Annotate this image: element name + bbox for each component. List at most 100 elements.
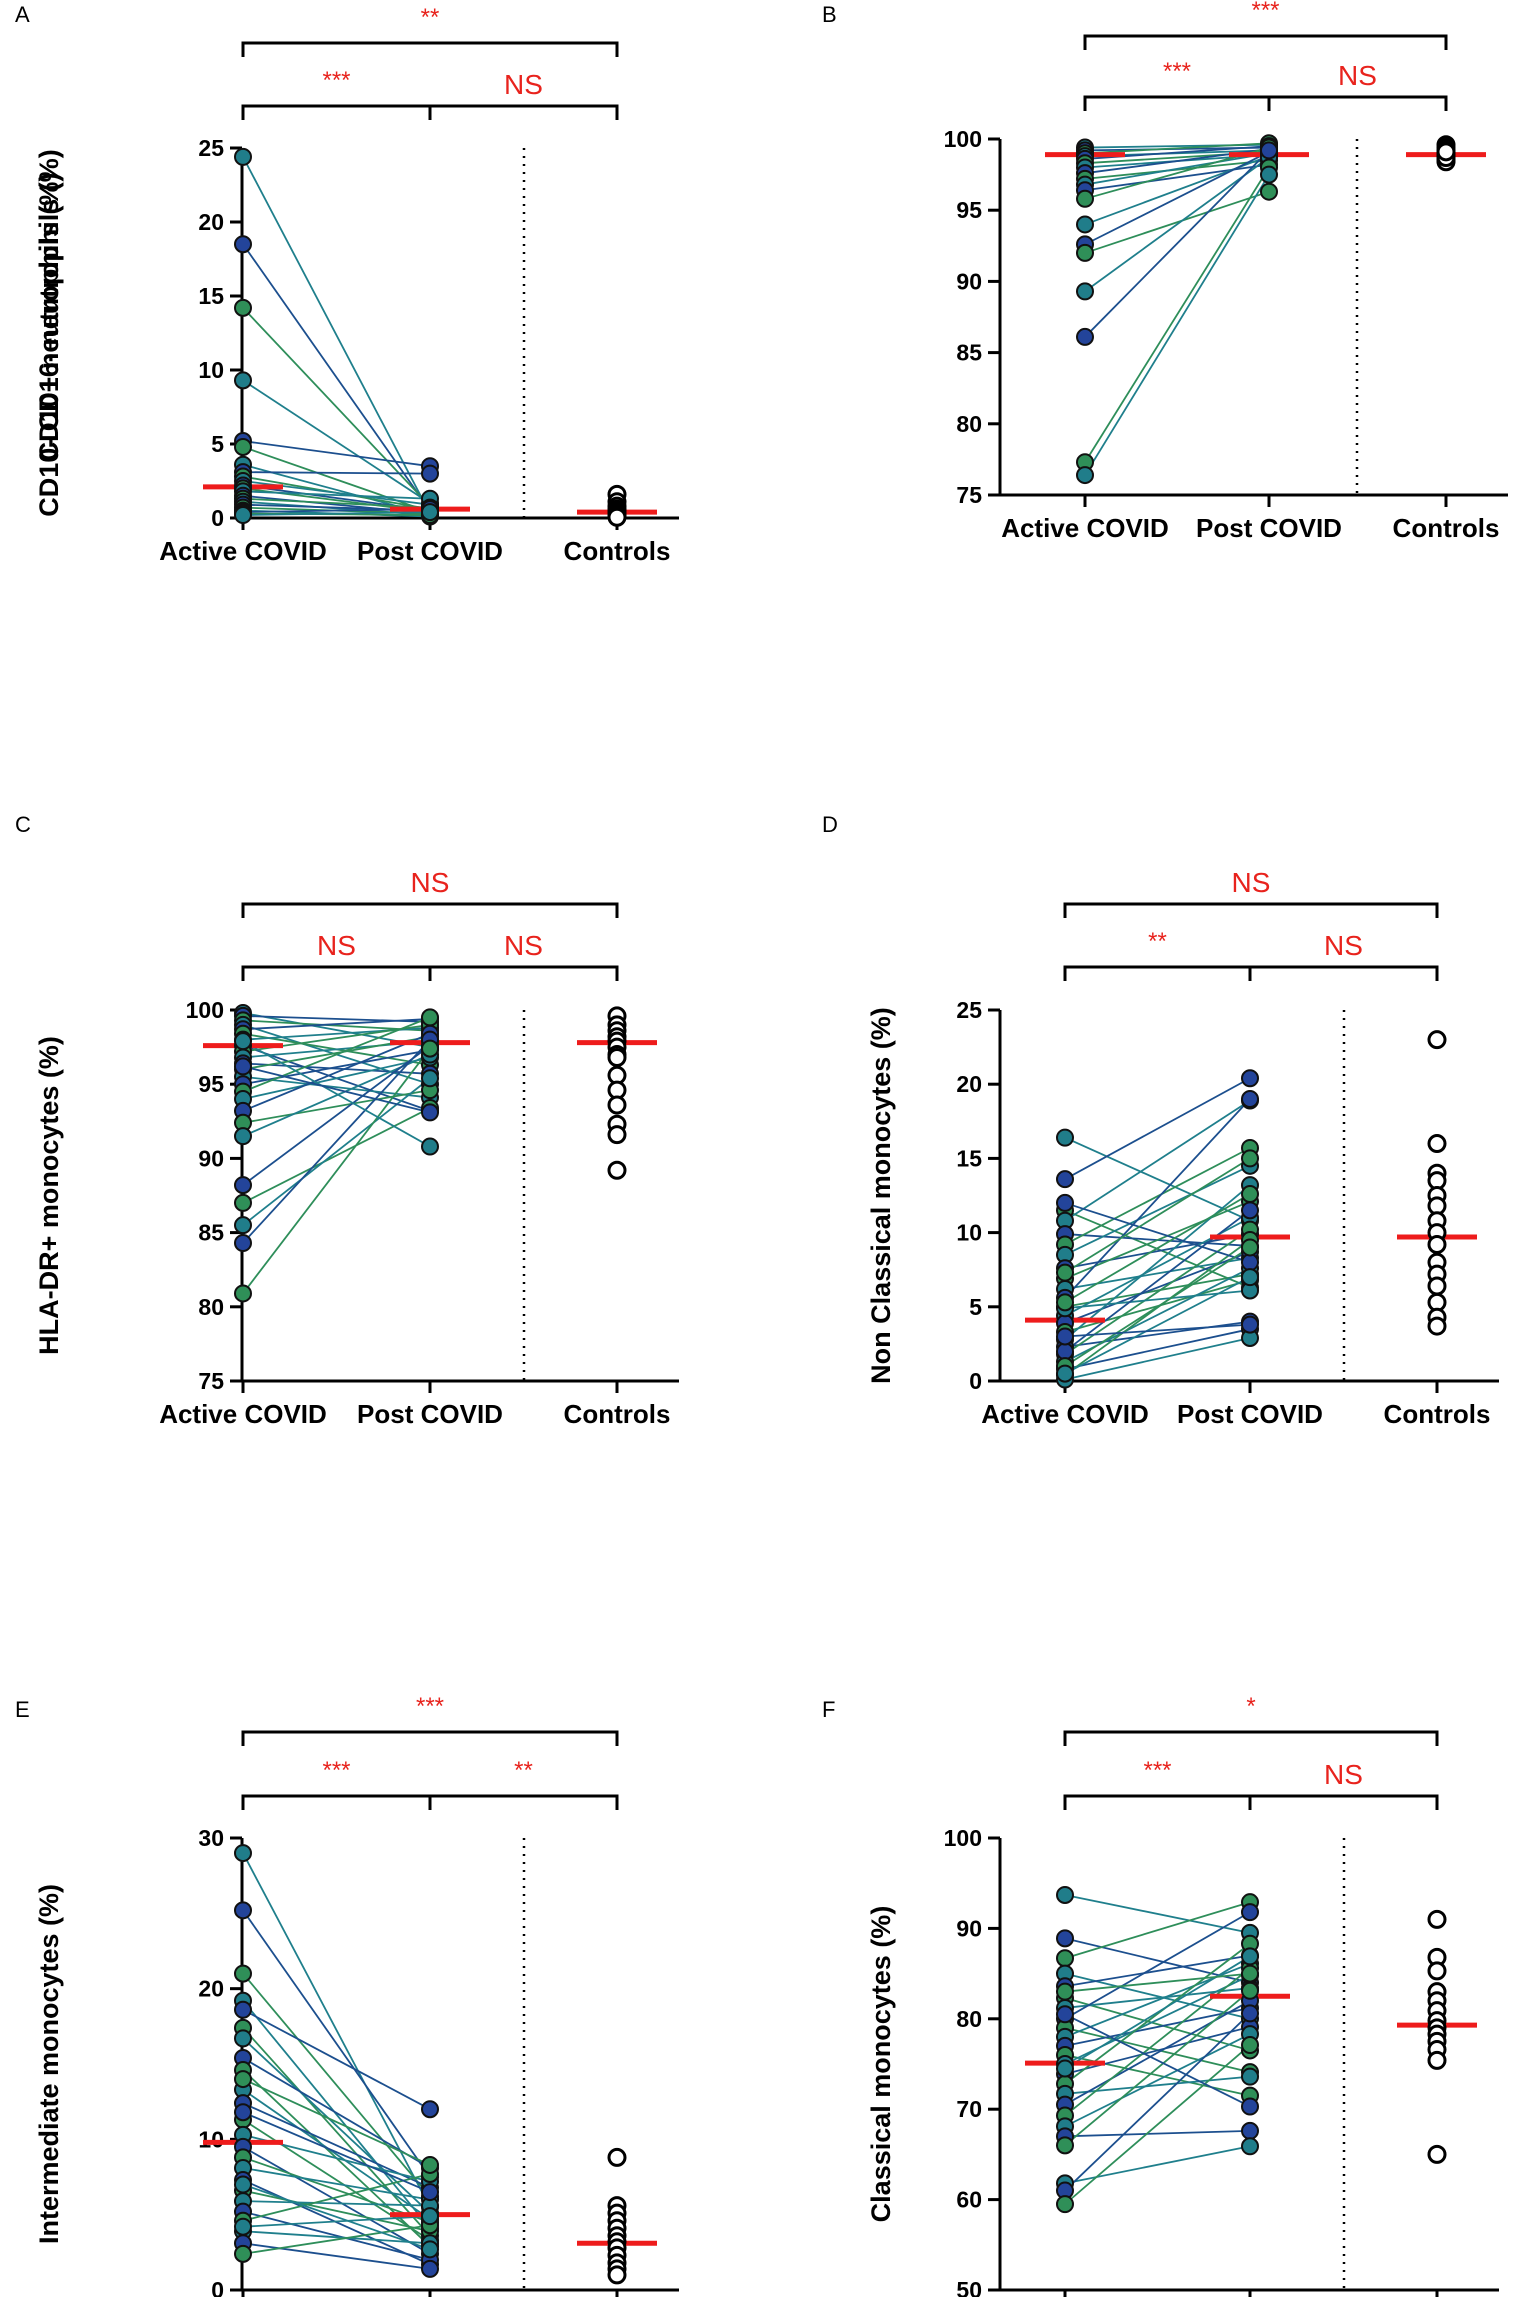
control-points bbox=[607, 2147, 627, 2285]
pair-line bbox=[242, 2088, 431, 2220]
data-point bbox=[1241, 1149, 1259, 1168]
control-point bbox=[607, 1095, 627, 1115]
data-point bbox=[234, 2244, 252, 2263]
significance-bracket: NS bbox=[1248, 930, 1439, 981]
pair-line bbox=[242, 2156, 431, 2224]
significance-label: *** bbox=[1143, 1757, 1171, 1784]
bracket-line bbox=[1063, 965, 1252, 981]
y-axis-title: Non Classical monocytes (%) bbox=[866, 1007, 896, 1384]
control-point bbox=[607, 1160, 627, 1180]
data-point bbox=[1241, 1201, 1259, 1220]
data-point bbox=[1056, 1193, 1074, 1212]
pair-line bbox=[242, 490, 431, 500]
significance-bracket: NS bbox=[1063, 867, 1439, 918]
significance-label: NS bbox=[411, 867, 450, 898]
paired-points bbox=[1056, 1069, 1259, 1389]
x-tick-label: Post COVID bbox=[1196, 513, 1342, 543]
data-point bbox=[421, 2155, 439, 2174]
pair-line bbox=[242, 2242, 431, 2270]
data-point bbox=[234, 235, 252, 254]
data-point bbox=[1241, 2097, 1259, 2116]
panel-label: E bbox=[15, 1697, 30, 1722]
y-tick-label: 100 bbox=[944, 1825, 982, 1851]
pair-line bbox=[242, 2000, 431, 2229]
pair-line bbox=[242, 2037, 431, 2214]
control-point bbox=[1427, 1234, 1447, 1254]
pair-line bbox=[1064, 1165, 1251, 1256]
pair-line bbox=[1064, 1987, 1251, 2009]
pair-line bbox=[242, 2224, 431, 2255]
x-tick-label: Controls bbox=[1393, 513, 1500, 543]
x-tick-label: Active COVID bbox=[1001, 513, 1169, 543]
data-point bbox=[234, 1964, 252, 1983]
pair-line bbox=[1064, 1276, 1251, 1375]
paired-points bbox=[234, 1003, 439, 1303]
pair-line bbox=[1064, 2075, 1251, 2095]
y-tick-label: 5 bbox=[969, 1294, 982, 1320]
y-tick-label: 90 bbox=[956, 1915, 982, 1941]
control-point bbox=[1427, 1961, 1447, 1981]
pair-line bbox=[1064, 1328, 1251, 1371]
pair-line bbox=[1064, 2013, 1251, 2108]
data-point bbox=[234, 1032, 252, 1051]
pair-line bbox=[1064, 1954, 1251, 1988]
data-point bbox=[421, 2100, 439, 2119]
pair-line bbox=[242, 2118, 431, 2242]
data-point bbox=[1241, 1903, 1259, 1922]
pair-line bbox=[1064, 1911, 1251, 2020]
y-tick-label: 25 bbox=[198, 135, 224, 161]
pair-line bbox=[1084, 149, 1270, 338]
y-tick-label: 20 bbox=[956, 1071, 982, 1097]
bracket-line bbox=[1267, 95, 1448, 111]
paired-points bbox=[234, 1844, 439, 2278]
bracket-line bbox=[241, 1794, 432, 1810]
pair-line bbox=[242, 1909, 431, 2178]
data-point bbox=[1076, 215, 1094, 234]
control-point bbox=[607, 1125, 627, 1145]
pair-line bbox=[1064, 1990, 1251, 2147]
y-tick-label: 75 bbox=[198, 1368, 224, 1394]
significance-bracket: *** bbox=[1083, 0, 1448, 50]
pair-line bbox=[242, 1062, 431, 1075]
pair-line bbox=[1064, 2012, 1251, 2192]
significance-bracket: ** bbox=[1063, 928, 1252, 981]
data-point bbox=[1056, 2005, 1074, 2024]
data-point bbox=[1241, 1253, 1259, 1272]
data-point bbox=[1241, 1947, 1259, 1966]
data-point bbox=[1056, 1293, 1074, 1312]
significance-bracket: *** bbox=[241, 1757, 432, 1810]
data-point bbox=[1056, 1128, 1074, 1147]
pair-line bbox=[242, 2230, 431, 2245]
bracket-line bbox=[428, 104, 619, 120]
bracket-line bbox=[241, 104, 432, 120]
data-point bbox=[1056, 1949, 1074, 1968]
pair-line bbox=[242, 2167, 431, 2201]
significance-label: ** bbox=[421, 4, 440, 31]
pair-line bbox=[1064, 2033, 1251, 2128]
bracket-line bbox=[1063, 902, 1439, 918]
y-tick-label: 5 bbox=[211, 431, 224, 457]
y-tick-label: 10 bbox=[198, 2126, 224, 2152]
pair-line bbox=[1064, 1136, 1251, 1222]
data-point bbox=[234, 298, 252, 317]
significance-bracket: NS bbox=[428, 69, 619, 120]
panel-label: B bbox=[822, 2, 837, 27]
paired-lines bbox=[242, 1012, 431, 1294]
data-point bbox=[234, 506, 252, 525]
pair-line bbox=[242, 2027, 431, 2237]
data-point bbox=[421, 1069, 439, 1088]
control-point bbox=[1427, 1909, 1447, 1929]
significance-label: ** bbox=[514, 1757, 533, 1784]
y-tick-label: 80 bbox=[956, 2006, 982, 2032]
pair-line bbox=[242, 1048, 431, 1294]
significance-bracket: *** bbox=[1063, 1757, 1252, 1810]
bracket-line bbox=[1063, 1794, 1252, 1810]
pair-line bbox=[242, 2215, 431, 2228]
significance-label: *** bbox=[416, 1693, 444, 1720]
panel-label: F bbox=[822, 1697, 835, 1722]
pair-line bbox=[242, 1089, 431, 1124]
y-tick-label: 0 bbox=[211, 505, 224, 531]
paired-points bbox=[1056, 1885, 1259, 2214]
